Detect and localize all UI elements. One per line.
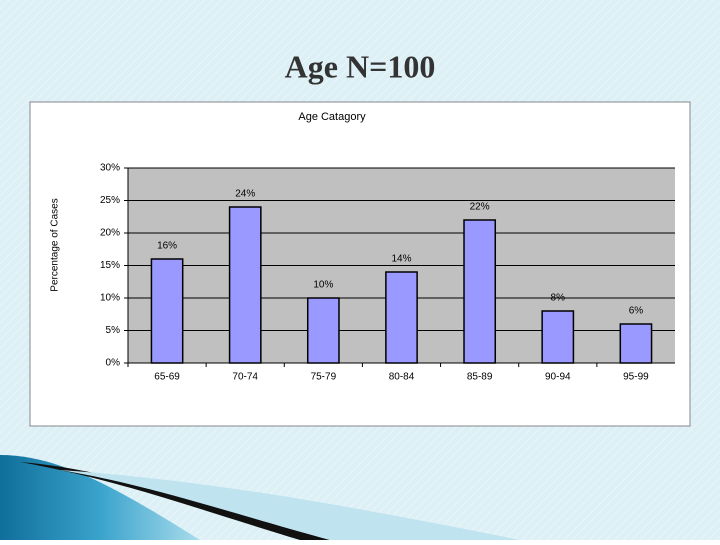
y-tick-label: 0% — [106, 358, 121, 369]
decoration — [20, 462, 330, 540]
value-label: 16% — [157, 241, 177, 252]
y-tick-label: 10% — [100, 293, 120, 304]
value-label: 10% — [313, 280, 333, 291]
chart-title: Age Catagory — [298, 111, 366, 123]
value-label: 6% — [629, 306, 644, 317]
bar — [463, 219, 497, 364]
x-tick-label: 65-69 — [154, 372, 180, 383]
x-tick-label: 85-89 — [467, 372, 493, 383]
bar — [619, 323, 653, 364]
y-tick-label: 15% — [100, 260, 120, 271]
y-tick-label: 25% — [100, 195, 120, 206]
bar — [385, 271, 418, 364]
bar — [306, 297, 340, 364]
y-tick-label: 20% — [100, 228, 120, 239]
bar — [541, 310, 575, 364]
y-tick-label: 30% — [100, 163, 120, 174]
slide-title: Age N=100 — [285, 48, 436, 84]
value-label: 8% — [551, 293, 566, 304]
x-tick-label: 75-79 — [311, 372, 337, 383]
value-label: 22% — [470, 202, 490, 213]
value-label: 14% — [391, 254, 411, 265]
y-tick-label: 5% — [106, 325, 121, 336]
decoration — [0, 455, 200, 540]
bar — [150, 258, 184, 364]
x-tick-label: 95-99 — [623, 372, 649, 383]
x-tick-label: 90-94 — [545, 372, 571, 383]
value-label: 24% — [235, 189, 255, 200]
bar — [228, 206, 262, 364]
x-tick-label: 80-84 — [389, 372, 415, 383]
decoration — [60, 470, 520, 540]
y-axis-label: Percentage of Cases — [50, 198, 61, 291]
x-tick-label: 70-74 — [232, 372, 258, 383]
